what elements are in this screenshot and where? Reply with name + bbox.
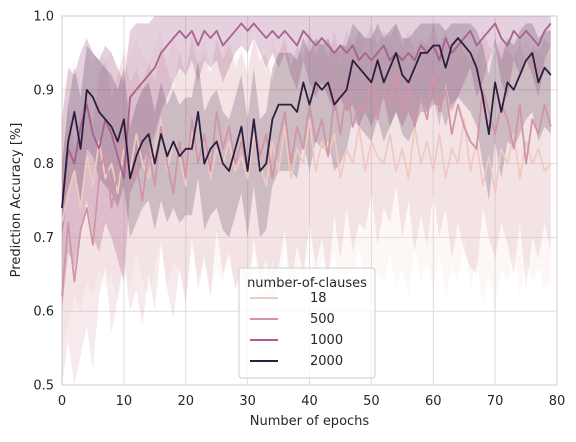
x-axis-label: Number of epochs xyxy=(250,414,370,429)
x-tick-label: 20 xyxy=(177,394,194,409)
legend-label-18: 18 xyxy=(310,291,327,306)
y-tick-label: 0.9 xyxy=(33,83,54,98)
series-line-18 xyxy=(61,118,552,223)
y-tick-labels: 0.5 0.6 0.7 0.8 0.9 1.0 xyxy=(33,10,54,394)
legend-items: 18 500 1000 2000 xyxy=(250,291,343,369)
y-tick-label: 1.0 xyxy=(33,10,54,25)
y-tick-label: 0.6 xyxy=(33,305,54,320)
series-line-1000 xyxy=(61,22,552,208)
y-tick-label: 0.7 xyxy=(33,231,54,246)
x-tick-labels: 0 10 20 30 40 50 60 70 80 xyxy=(58,394,565,409)
x-tick-label: 80 xyxy=(549,394,566,409)
legend-box xyxy=(238,267,376,379)
legend-label-500: 500 xyxy=(310,312,335,327)
legend-label-2000: 2000 xyxy=(310,354,343,369)
legend: number-of-clauses 18 500 1000 2000 xyxy=(238,267,376,379)
x-tick-label: 30 xyxy=(239,394,256,409)
grid-lines xyxy=(62,16,557,385)
x-tick-label: 10 xyxy=(116,394,133,409)
y-tick-label: 0.8 xyxy=(33,157,54,172)
x-tick-label: 60 xyxy=(425,394,442,409)
series-line-2000 xyxy=(61,37,552,208)
y-axis-label: Prediction Accuracy [%] xyxy=(9,123,24,278)
y-tick-label: 0.5 xyxy=(33,379,54,394)
legend-label-1000: 1000 xyxy=(310,333,343,348)
x-tick-label: 40 xyxy=(301,394,318,409)
x-tick-label: 50 xyxy=(363,394,380,409)
series-line-500 xyxy=(61,66,552,297)
x-tick-label: 70 xyxy=(487,394,504,409)
series-lines xyxy=(61,22,552,297)
legend-title: number-of-clauses xyxy=(247,276,367,291)
x-tick-label: 0 xyxy=(58,394,66,409)
series-band-1000 xyxy=(62,16,551,312)
